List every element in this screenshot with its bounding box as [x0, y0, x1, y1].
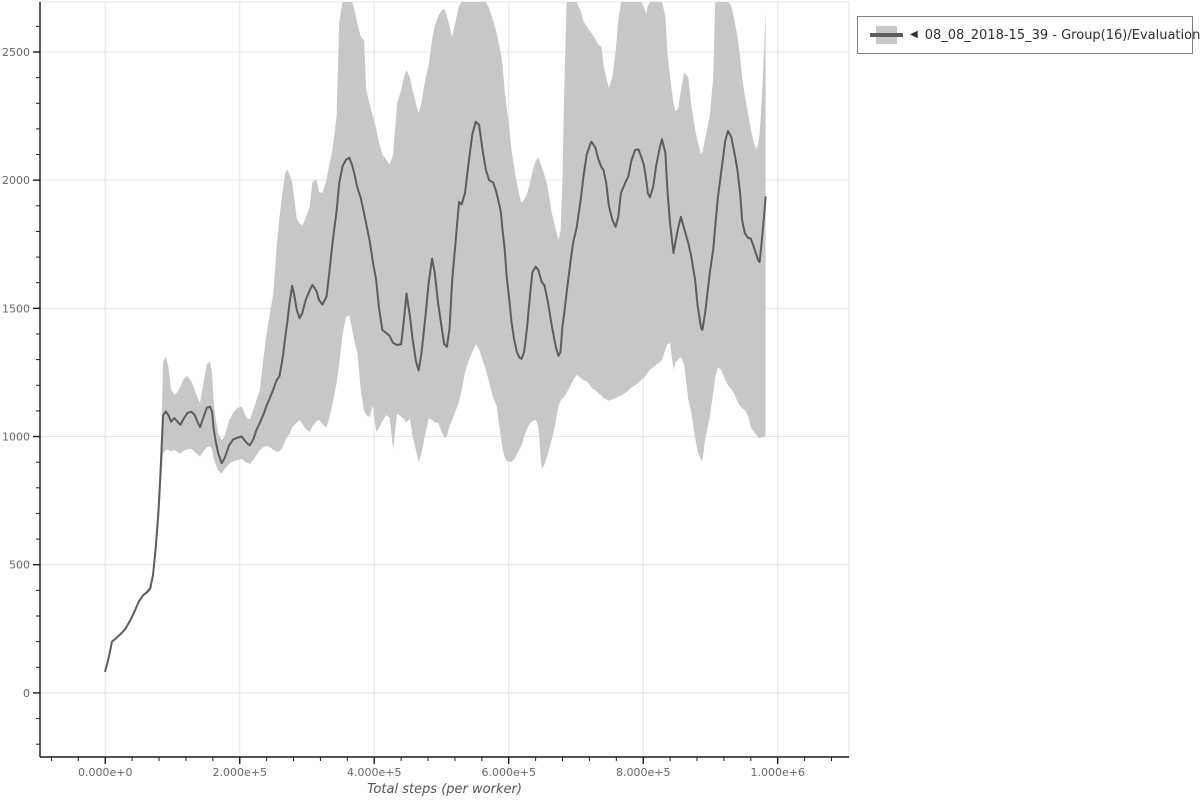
x-tick-label: 1.000e+6	[750, 766, 804, 779]
x-axis-title: Total steps (per worker)	[367, 782, 522, 797]
x-tick-label: 0.000e+0	[78, 766, 132, 779]
legend[interactable]: ◀ 08_08_2018-15_39 - Group(16)/Evaluatio…	[857, 16, 1200, 54]
y-tick-label: 2000	[2, 174, 30, 187]
x-tick-label: 8.000e+5	[616, 766, 670, 779]
y-tick-label: 2500	[2, 46, 30, 59]
axes	[39, 2, 849, 758]
legend-collapse-icon[interactable]: ◀	[910, 29, 918, 40]
legend-swatch-icon	[870, 26, 903, 44]
x-tick-label: 6.000e+5	[481, 766, 535, 779]
y-tick-label: 1000	[2, 431, 30, 444]
x-axis: 0.000e+0 2.000e+5 4.000e+5 6.000e+5 8.000e+5…	[50, 757, 833, 779]
y-tick-label: 1500	[2, 302, 30, 315]
y-tick-label: 0	[23, 687, 30, 700]
x-tick-label: 2.000e+5	[212, 766, 266, 779]
stddev-band	[105, 2, 766, 672]
x-tick-label: 4.000e+5	[347, 766, 401, 779]
line-swatch	[870, 33, 903, 37]
legend-series-label: 08_08_2018-15_39 - Group(16)/Evaluation …	[924, 27, 1200, 43]
y-tick-label: 500	[9, 559, 30, 572]
y-axis: 0 500 1000 1500 2000 2500	[2, 25, 40, 745]
mean-line	[104, 120, 767, 673]
